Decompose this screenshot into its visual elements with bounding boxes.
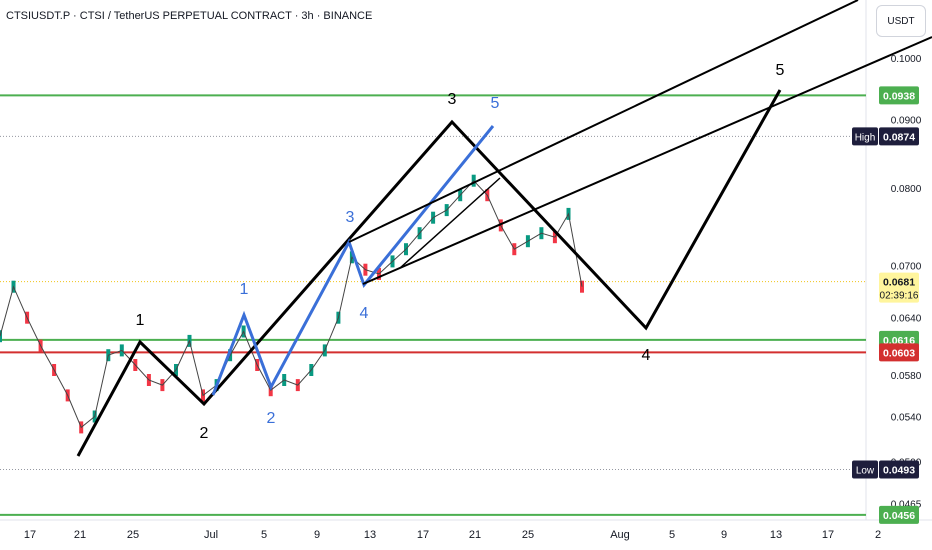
black-wave-label: 5 xyxy=(776,62,785,79)
price-line xyxy=(0,179,583,429)
wave-labels: 1 2 3 4 5 1 2 3 4 5 xyxy=(136,62,785,442)
price-tick-label: 0.0700 xyxy=(891,262,922,273)
time-tick-label: 17 xyxy=(417,529,429,541)
price-tag-label: 0.0493 xyxy=(883,464,915,476)
price-tag xyxy=(879,272,919,303)
price-tick-label: 0.0540 xyxy=(891,413,922,424)
upper-channel-line xyxy=(348,0,859,243)
blue-wave-label: 2 xyxy=(267,410,276,427)
price-tag xyxy=(879,86,919,105)
chart-title: CTSIUSDT.P · CTSI / TetherUS PERPETUAL C… xyxy=(6,10,373,22)
time-tick-label: 13 xyxy=(770,529,782,541)
lower-channel-line xyxy=(362,36,932,285)
price-tick-label: 0.0465 xyxy=(891,500,922,511)
time-tick-label: 5 xyxy=(669,529,675,541)
price-tag-label: 0.0874 xyxy=(883,131,915,143)
price-tag-caption-box xyxy=(852,460,878,479)
price-tag xyxy=(879,343,919,362)
price-tick-label: 0.0900 xyxy=(891,115,922,126)
time-tick-label: 21 xyxy=(74,529,86,541)
price-tick-label: 0.0640 xyxy=(891,314,922,325)
blue-wave-label: 3 xyxy=(346,209,355,226)
time-tick-label: Aug xyxy=(610,529,630,541)
candle xyxy=(0,330,2,343)
inner-channel-line xyxy=(399,177,501,269)
price-tags: 0.09380.0874High0.068102:39:160.06160.06… xyxy=(852,86,919,524)
price-tag xyxy=(879,460,919,479)
time-tick-label: 2 xyxy=(875,529,881,541)
price-tag-caption: High xyxy=(855,132,876,143)
blue-wave-label: 1 xyxy=(240,281,249,298)
time-axis: 17 21 25 Jul 5 9 13 17 21 25 Aug 5 9 13 17 2 xyxy=(24,529,881,541)
black-wave-label: 1 xyxy=(136,312,145,329)
time-tick-label: 21 xyxy=(469,529,481,541)
time-tick-label: 17 xyxy=(24,529,36,541)
price-tag-caption-box xyxy=(852,127,878,146)
time-tick-label: 13 xyxy=(364,529,376,541)
time-tick-label: 9 xyxy=(721,529,727,541)
price-tag xyxy=(879,127,919,146)
price-tag xyxy=(879,505,919,524)
price-tag-caption: Low xyxy=(856,465,875,476)
blue-wave-label: 4 xyxy=(360,305,369,322)
black-wave-projection xyxy=(76,89,782,457)
price-tag-label: 0.0681 xyxy=(883,277,915,289)
candle-countdown: 02:39:16 xyxy=(880,291,919,302)
blue-wave-count xyxy=(211,125,495,396)
elliott-wave-drawings xyxy=(76,0,932,457)
price-tick-label: 0.0580 xyxy=(891,371,922,382)
time-tick-label: 25 xyxy=(522,529,534,541)
price-tick-label: 0.1000 xyxy=(891,54,922,65)
price-level-lines xyxy=(0,94,866,516)
price-tag-label: 0.0456 xyxy=(883,510,915,522)
currency-button[interactable]: USDT xyxy=(876,5,926,37)
price-tag-label: 0.0938 xyxy=(883,90,915,102)
time-tick-label: Jul xyxy=(204,529,218,541)
black-wave-label: 3 xyxy=(448,91,457,108)
black-wave-label: 2 xyxy=(200,425,209,442)
black-wave-label: 4 xyxy=(642,347,651,364)
price-tick-label: 0.0800 xyxy=(891,184,922,195)
blue-wave-label: 5 xyxy=(491,95,500,112)
time-tick-label: 5 xyxy=(261,529,267,541)
time-tick-label: 9 xyxy=(314,529,320,541)
time-tick-label: 17 xyxy=(822,529,834,541)
price-tag-label: 0.0603 xyxy=(883,347,915,359)
time-tick-label: 25 xyxy=(127,529,139,541)
